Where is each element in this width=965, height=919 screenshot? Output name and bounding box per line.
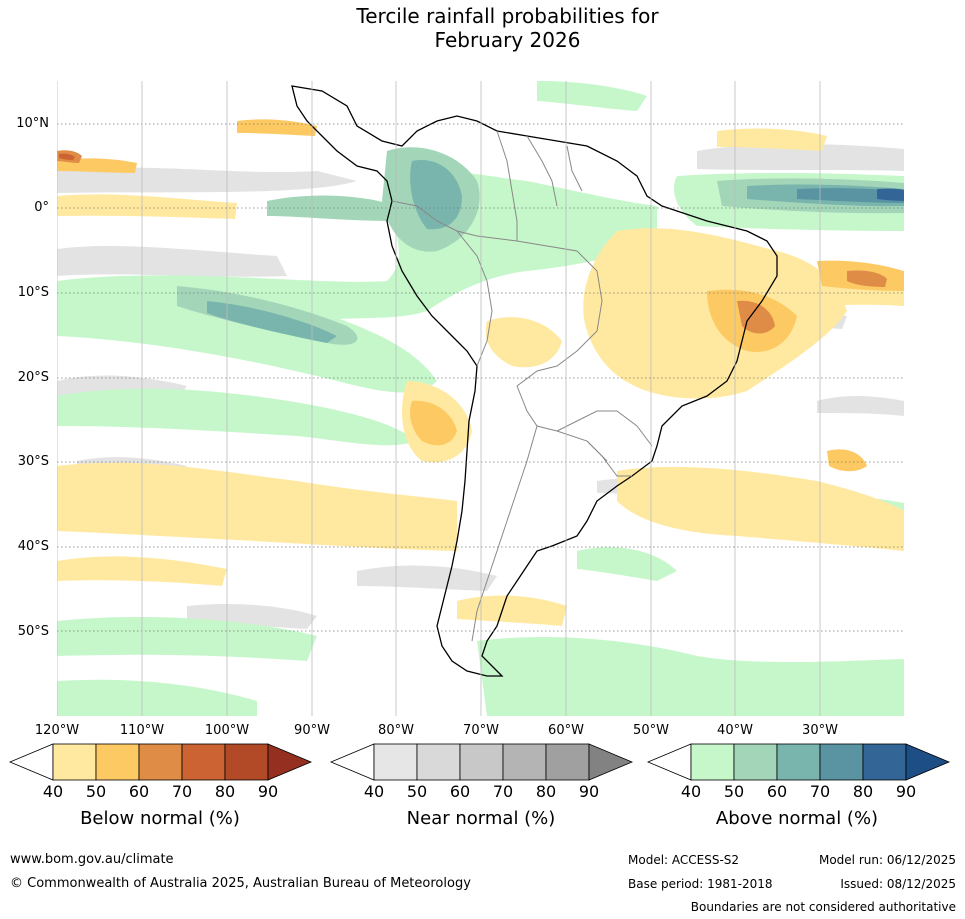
lat-label-30s: 30°S	[17, 454, 49, 469]
footer-copyright: © Commonwealth of Australia 2025, Austra…	[10, 876, 471, 891]
near-normal-tick-40: 40	[363, 782, 385, 801]
below-normal-tick-40: 40	[42, 782, 64, 801]
above-normal-segment-3	[776, 743, 821, 781]
near-normal-segment-4	[502, 743, 547, 781]
below-normal-title: Below normal (%)	[80, 808, 240, 829]
lat-label-50s: 50°S	[17, 624, 49, 639]
colorbars	[8, 743, 951, 781]
lon-label-30w: 30°W	[802, 723, 838, 738]
below-normal-tick-90: 90	[257, 782, 279, 801]
above-normal-segment-5	[862, 743, 907, 781]
country-borders	[391, 130, 653, 642]
above-normal-tick-60: 60	[766, 782, 788, 801]
above-normal-segment-1	[690, 743, 735, 781]
chart-title: Tercile rainfall probabilities for Febru…	[0, 4, 965, 52]
near-normal-title: Near normal (%)	[406, 808, 556, 829]
above-normal-tick-90: 90	[895, 782, 917, 801]
near-normal-over-triangle	[588, 743, 634, 781]
near-normal-segment-2	[416, 743, 461, 781]
below-normal-segment-3	[138, 743, 183, 781]
lat-label-10s: 10°S	[17, 285, 49, 300]
rainfall-probability-map	[57, 81, 904, 716]
lon-label-110w: 110°W	[119, 723, 165, 738]
lon-label-90w: 90°W	[294, 723, 330, 738]
below-normal-segment-4	[181, 743, 226, 781]
colorbar-below-normal	[8, 743, 313, 781]
near-normal-segment-1	[373, 743, 418, 781]
above-normal-tick-80: 80	[852, 782, 874, 801]
lon-label-50w: 50°W	[633, 723, 669, 738]
above-normal-tick-70: 70	[809, 782, 831, 801]
near-normal-tick-60: 60	[449, 782, 471, 801]
near-normal-segment-5	[545, 743, 590, 781]
lat-label-40s: 40°S	[17, 539, 49, 554]
above-normal-under-triangle	[646, 743, 692, 781]
lon-label-60w: 60°W	[548, 723, 584, 738]
lon-label-120w: 120°W	[34, 723, 80, 738]
below-normal-tick-50: 50	[85, 782, 107, 801]
below-normal-tick-70: 70	[171, 782, 193, 801]
near-normal-tick-90: 90	[578, 782, 600, 801]
lon-label-40w: 40°W	[717, 723, 753, 738]
footer-disclaimer: Boundaries are not considered authoritat…	[690, 900, 956, 914]
title-line-2: February 2026	[434, 28, 581, 52]
above-normal-title: Above normal (%)	[715, 808, 879, 829]
footer-base-period: Base period: 1981-2018	[628, 877, 773, 891]
south-america-coastline	[291, 85, 778, 677]
above-normal-over-triangle	[905, 743, 951, 781]
above-normal-tick-50: 50	[723, 782, 745, 801]
near-normal-segment-3	[459, 743, 504, 781]
lat-label-20s: 20°S	[17, 370, 49, 385]
below-normal-tick-80: 80	[214, 782, 236, 801]
lon-label-80w: 80°W	[378, 723, 414, 738]
title-line-1: Tercile rainfall probabilities for	[356, 4, 659, 28]
below-normal-over-triangle	[267, 743, 313, 781]
lon-label-100w: 100°W	[204, 723, 250, 738]
below-normal-segment-1	[52, 743, 97, 781]
near-normal-under-triangle	[329, 743, 375, 781]
lat-label-0: 0°	[34, 200, 49, 215]
below-normal-patches	[57, 119, 904, 626]
meridians	[57, 81, 821, 716]
colorbar-near-normal	[329, 743, 634, 781]
footer-model-run: Model run: 06/12/2025	[818, 853, 956, 867]
near-normal-tick-50: 50	[406, 782, 428, 801]
footer-model: Model: ACCESS-S2	[628, 853, 740, 867]
above-normal-tick-40: 40	[680, 782, 702, 801]
above-normal-segment-4	[819, 743, 864, 781]
above-normal-segment-2	[733, 743, 778, 781]
below-normal-under-triangle	[8, 743, 54, 781]
lat-label-10n: 10°N	[16, 116, 49, 131]
lon-label-70w: 70°W	[463, 723, 499, 738]
colorbar-above-normal	[646, 743, 951, 781]
below-normal-segment-5	[224, 743, 269, 781]
below-normal-segment-2	[95, 743, 140, 781]
footer-url: www.bom.gov.au/climate	[10, 852, 174, 867]
below-normal-tick-60: 60	[128, 782, 150, 801]
footer-issued: Issued: 08/12/2025	[840, 877, 956, 891]
near-normal-tick-70: 70	[492, 782, 514, 801]
gridlines	[57, 123, 904, 632]
near-normal-tick-80: 80	[535, 782, 557, 801]
